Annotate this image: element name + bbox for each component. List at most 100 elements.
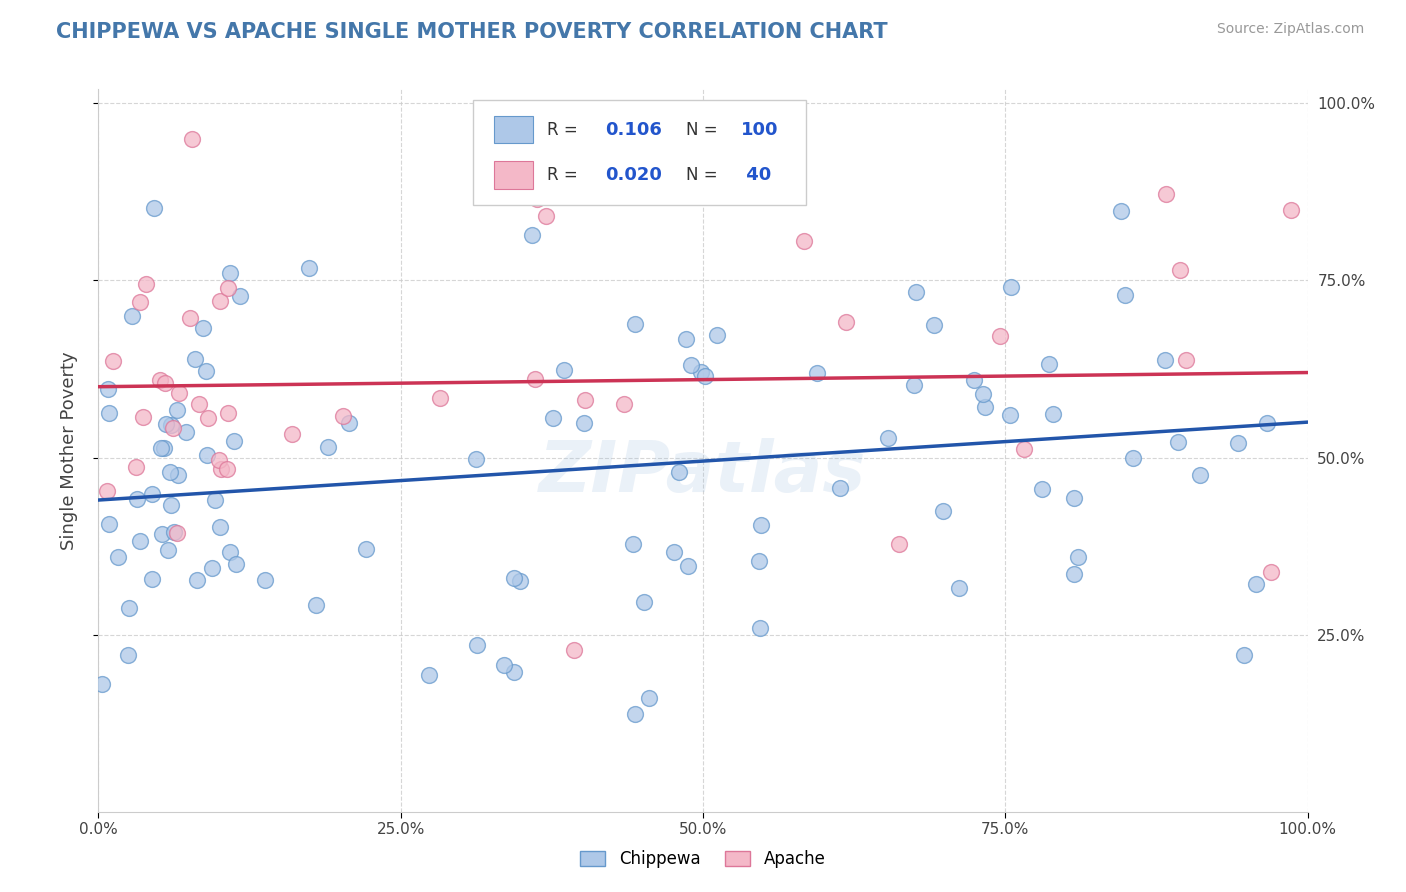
Point: [904, 285, 927, 299]
Point: [502, 571, 524, 585]
Point: [492, 657, 515, 672]
Point: [209, 462, 232, 476]
Point: [169, 385, 191, 400]
Point: [876, 431, 898, 445]
Text: R =: R =: [547, 166, 578, 184]
Text: Source: ZipAtlas.com: Source: ZipAtlas.com: [1216, 22, 1364, 37]
Point: [662, 545, 685, 559]
Point: [624, 707, 647, 722]
Point: [520, 227, 543, 242]
Point: [225, 557, 247, 571]
Point: [1189, 468, 1212, 483]
Point: [574, 392, 596, 407]
Point: [222, 434, 245, 449]
Text: 0.106: 0.106: [605, 120, 662, 138]
Point: [160, 418, 183, 433]
Point: [208, 294, 231, 309]
Point: [149, 442, 172, 456]
Point: [748, 554, 770, 568]
Point: [963, 373, 986, 387]
FancyBboxPatch shape: [494, 161, 533, 189]
Point: [316, 440, 339, 454]
Point: [1063, 491, 1085, 505]
Point: [1226, 436, 1249, 450]
Point: [150, 527, 173, 541]
Point: [418, 667, 440, 681]
Point: [633, 595, 655, 609]
Point: [1256, 416, 1278, 430]
Point: [197, 410, 219, 425]
Point: [204, 492, 226, 507]
Point: [174, 425, 197, 440]
Point: [219, 545, 242, 559]
Point: [167, 467, 190, 482]
Point: [91, 677, 114, 691]
Point: [121, 309, 143, 323]
Point: [1154, 186, 1177, 201]
Point: [1168, 262, 1191, 277]
Point: [624, 317, 647, 331]
Point: [523, 372, 546, 386]
FancyBboxPatch shape: [494, 116, 533, 144]
Point: [125, 460, 148, 475]
Point: [465, 638, 488, 652]
Point: [990, 329, 1012, 343]
Point: [1153, 352, 1175, 367]
Point: [141, 572, 163, 586]
Point: [153, 441, 176, 455]
Point: [160, 498, 183, 512]
Point: [706, 328, 728, 343]
Point: [668, 465, 690, 479]
Point: [129, 295, 152, 310]
Point: [132, 410, 155, 425]
Point: [922, 318, 945, 332]
Point: [429, 391, 451, 405]
Point: [1014, 442, 1036, 457]
Point: [835, 315, 858, 329]
Point: [526, 192, 548, 206]
Point: [998, 408, 1021, 422]
Point: [621, 537, 644, 551]
Point: [337, 416, 360, 430]
Point: [1167, 435, 1189, 450]
Point: [200, 561, 222, 575]
Point: [903, 378, 925, 392]
Text: ZIPatlas: ZIPatlas: [540, 438, 866, 507]
Point: [195, 448, 218, 462]
Text: N =: N =: [686, 120, 717, 138]
Point: [1067, 549, 1090, 564]
Y-axis label: Single Mother Poverty: Single Mother Poverty: [59, 351, 77, 549]
Point: [129, 533, 152, 548]
Point: [97, 406, 120, 420]
Point: [509, 574, 531, 588]
Point: [101, 354, 124, 368]
Point: [1246, 577, 1268, 591]
Point: [828, 481, 851, 495]
FancyBboxPatch shape: [474, 100, 806, 205]
Point: [186, 573, 208, 587]
Legend: Chippewa, Apache: Chippewa, Apache: [574, 844, 832, 875]
Point: [1000, 280, 1022, 294]
Point: [98, 517, 121, 532]
Point: [97, 382, 120, 396]
Point: [1063, 566, 1085, 581]
Point: [534, 209, 557, 223]
Point: [1038, 358, 1060, 372]
Point: [298, 260, 321, 275]
Point: [932, 504, 955, 518]
Point: [229, 289, 252, 303]
Point: [141, 487, 163, 501]
Point: [1031, 482, 1053, 496]
Point: [1114, 287, 1136, 301]
Point: [806, 366, 828, 380]
Point: [142, 202, 165, 216]
Point: [155, 417, 177, 431]
Point: [574, 416, 596, 430]
Point: [637, 691, 659, 706]
Point: [179, 311, 201, 326]
Point: [117, 648, 139, 663]
Point: [1233, 648, 1256, 662]
Point: [562, 643, 585, 657]
Point: [107, 550, 129, 565]
Point: [166, 402, 188, 417]
